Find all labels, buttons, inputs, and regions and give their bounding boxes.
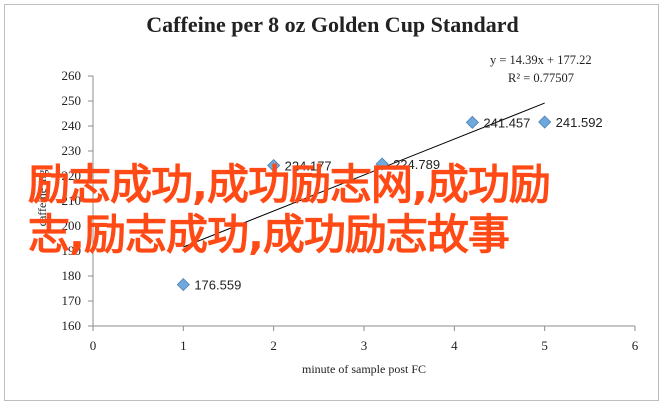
data-point-marker [465,115,479,129]
y-tick-label: 260 [62,68,82,83]
y-tick-label: 240 [62,118,82,133]
trendline-group [183,102,545,248]
x-tick-label: 4 [451,338,458,353]
trendline-equation: y = 14.39x + 177.22 [490,53,592,67]
overlay-line-1: 励志成功,成功励志网,成功励 [28,160,551,209]
data-point-label: 241.457 [483,115,530,130]
y-tick-label: 160 [62,318,82,333]
data-point-marker [267,158,281,173]
data-point-label: 241.592 [556,115,603,130]
chart-frame [4,4,659,401]
y-tick-label: 210 [62,193,82,208]
data-point-marker [375,157,389,171]
x-tick-label: 0 [90,338,97,353]
data-point-label: 176.559 [194,278,241,293]
x-tick-label: 6 [632,338,639,353]
y-tick-label: 200 [62,218,82,233]
x-tick-label: 1 [180,338,187,353]
data-point-marker [538,115,552,129]
y-tick-label: 230 [62,143,82,158]
y-tick-label: 220 [62,168,82,183]
overlay-line-2: 志,励志成功,成功励志故事 [28,210,510,259]
data-points: 176.559 224.177 224.789 241.457 241.592 [176,115,603,293]
y-tick-label: 180 [62,268,82,283]
x-tick-label: 3 [361,338,368,353]
x-axis-title: minute of sample post FC [302,362,426,376]
x-tick-label: 2 [270,338,277,353]
y-axis-title: caffeine mg [35,170,49,227]
chart-title: Caffeine per 8 oz Golden Cup Standard [146,12,519,37]
y-tick-label: 250 [62,93,82,108]
x-tick-label: 5 [541,338,548,353]
trendline-r-squared: R² = 0.77507 [508,71,574,85]
axes: 160 170 180 190 200 210 220 230 240 250 260 0 1 2 3 4 5 6 [62,68,639,353]
y-tick-label: 170 [62,293,82,308]
watermark-overlay: 励志成功,成功励志网,成功励 志,励志成功,成功励志故事 [28,160,638,260]
data-point-marker [176,278,190,292]
data-point-label: 224.177 [285,159,332,174]
data-point-label: 224.789 [393,157,440,172]
trendline [183,102,545,248]
y-tick-label: 190 [62,243,82,258]
